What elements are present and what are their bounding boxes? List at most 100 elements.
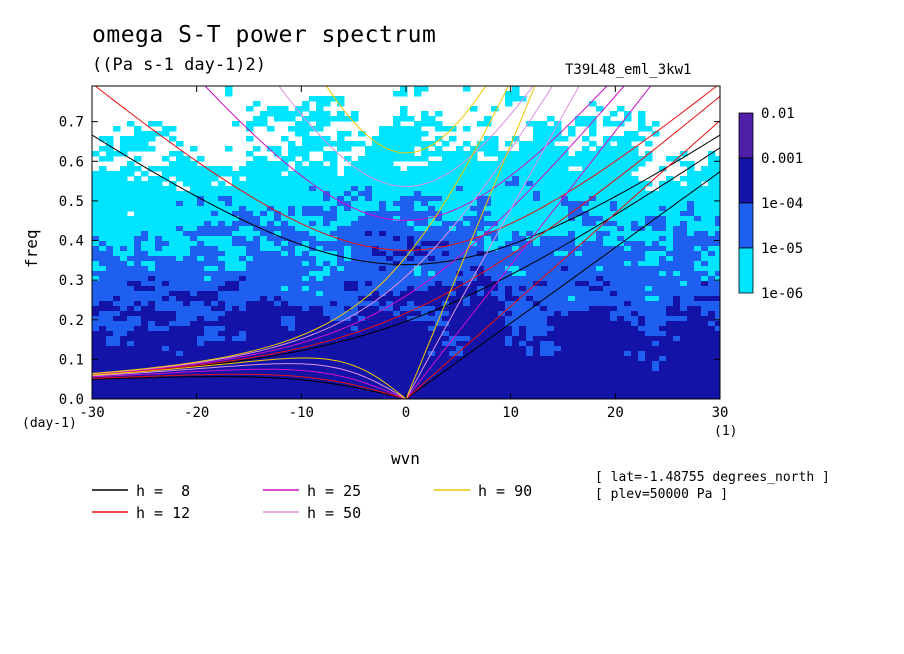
power-cell	[323, 116, 331, 122]
power-cell	[554, 356, 562, 362]
power-cell	[295, 376, 303, 382]
power-cell	[365, 146, 373, 152]
power-cell	[316, 296, 324, 302]
power-cell	[295, 266, 303, 272]
power-cell	[610, 391, 618, 397]
power-cell	[428, 396, 436, 399]
power-cell	[561, 146, 569, 152]
power-cell	[638, 281, 646, 287]
power-cell	[204, 186, 212, 192]
power-cell	[239, 391, 247, 397]
power-cell	[148, 356, 156, 362]
power-cell	[442, 376, 450, 382]
power-cell	[267, 256, 275, 262]
power-cell	[309, 261, 317, 267]
power-cell	[575, 201, 583, 207]
power-cell	[617, 331, 625, 337]
power-cell	[155, 296, 163, 302]
power-cell	[253, 251, 261, 257]
power-cell	[435, 361, 443, 367]
power-cell	[120, 346, 128, 352]
y-axis-unit: (day-1)	[22, 416, 77, 431]
power-cell	[274, 281, 282, 287]
power-cell	[134, 251, 142, 257]
power-cell	[267, 196, 275, 202]
power-cell	[218, 371, 226, 377]
power-cell	[260, 381, 268, 387]
power-cell	[435, 251, 443, 257]
power-cell	[155, 206, 163, 212]
power-cell	[337, 351, 345, 357]
power-cell	[344, 366, 352, 372]
power-cell	[617, 231, 625, 237]
power-cell	[120, 391, 128, 397]
dispersion-curves	[92, 86, 720, 399]
power-cell	[533, 166, 541, 172]
power-cell	[470, 296, 478, 302]
power-cell	[337, 201, 345, 207]
power-cell	[407, 296, 415, 302]
power-cell	[561, 236, 569, 242]
power-cell	[330, 141, 338, 147]
power-cell	[141, 236, 149, 242]
power-cell	[274, 251, 282, 257]
power-cell	[589, 241, 597, 247]
power-cell	[127, 321, 135, 327]
power-cell	[204, 371, 212, 377]
power-cell	[519, 356, 527, 362]
power-cell	[204, 386, 212, 392]
power-cell	[106, 236, 114, 242]
power-cell	[162, 236, 170, 242]
power-cell	[428, 166, 436, 172]
power-cell	[484, 366, 492, 372]
power-cell	[337, 206, 345, 212]
power-cell	[393, 166, 401, 172]
power-cell	[134, 366, 142, 372]
power-cell	[316, 271, 324, 277]
power-cell	[631, 166, 639, 172]
power-cell	[694, 176, 702, 182]
power-cell	[330, 181, 338, 187]
power-cell	[491, 306, 499, 312]
power-cell	[106, 206, 114, 212]
power-cell	[155, 346, 163, 352]
power-cell	[393, 151, 401, 157]
power-cell	[519, 386, 527, 392]
power-cell	[617, 236, 625, 242]
power-cell	[183, 356, 191, 362]
power-cell	[666, 301, 674, 307]
power-cell	[379, 231, 387, 237]
power-cell	[127, 166, 135, 172]
power-cell	[659, 361, 667, 367]
power-cell	[554, 231, 562, 237]
y-tick-label: 0.6	[59, 154, 84, 170]
power-cell	[470, 391, 478, 397]
power-cell	[302, 266, 310, 272]
run-id: T39L48_eml_3kw1	[565, 62, 692, 78]
power-cell	[400, 251, 408, 257]
power-cell	[134, 361, 142, 367]
power-cell	[533, 391, 541, 397]
power-cell	[155, 246, 163, 252]
power-cell	[589, 126, 597, 132]
power-cell	[183, 231, 191, 237]
power-cell	[400, 336, 408, 342]
power-cell	[372, 156, 380, 162]
power-cell	[687, 281, 695, 287]
power-cell	[554, 371, 562, 377]
power-cell	[666, 326, 674, 332]
power-cell	[337, 301, 345, 307]
power-cell	[582, 281, 590, 287]
power-cell	[358, 391, 366, 397]
power-cell	[155, 356, 163, 362]
power-cell	[253, 361, 261, 367]
power-cell	[120, 231, 128, 237]
power-cell	[183, 281, 191, 287]
power-cell	[624, 241, 632, 247]
power-cell	[554, 201, 562, 207]
power-cell	[645, 156, 653, 162]
power-cell	[449, 376, 457, 382]
power-cell	[379, 271, 387, 277]
power-cell	[568, 296, 576, 302]
power-cell	[372, 236, 380, 242]
